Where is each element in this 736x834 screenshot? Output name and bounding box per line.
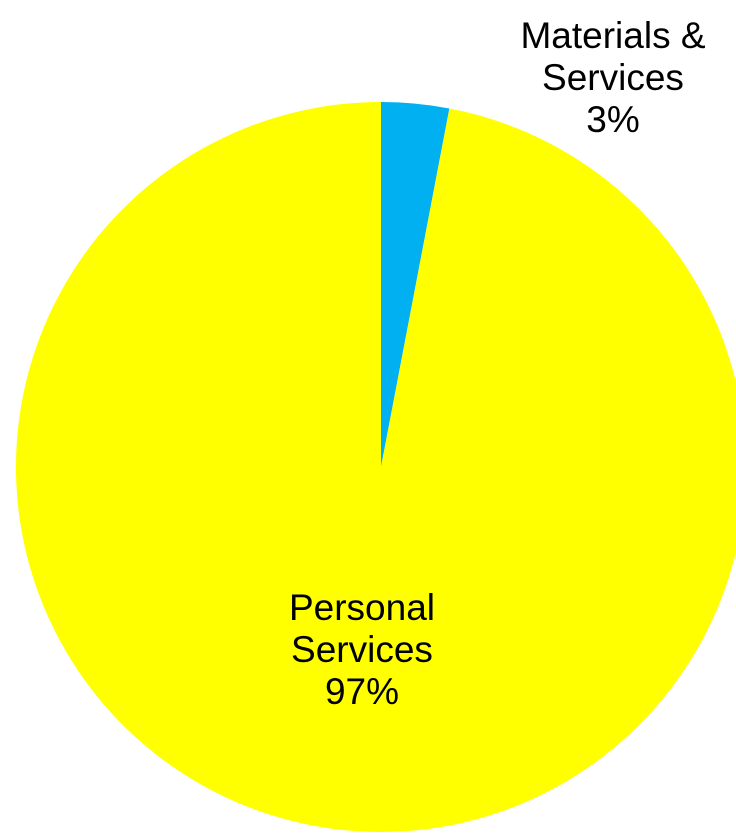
slice-label-personal-services: Personal Services 97%: [289, 587, 435, 712]
pie-slice-materials-services: [381, 102, 450, 467]
slice-labels: Personal Services 97%Materials & Services 3%: [289, 15, 706, 712]
slice-label-line: 97%: [325, 671, 399, 712]
pie-slice-personal-services: [15, 102, 736, 832]
slice-label-line: Materials &: [520, 15, 705, 56]
slice-label-materials-services: Materials & Services 3%: [520, 15, 705, 140]
slice-label-line: Services: [542, 57, 684, 98]
slice-label-line: Personal: [289, 587, 435, 628]
slice-label-line: Services: [291, 629, 433, 670]
pie-slices: [15, 102, 736, 832]
slice-label-line: 3%: [586, 99, 639, 140]
